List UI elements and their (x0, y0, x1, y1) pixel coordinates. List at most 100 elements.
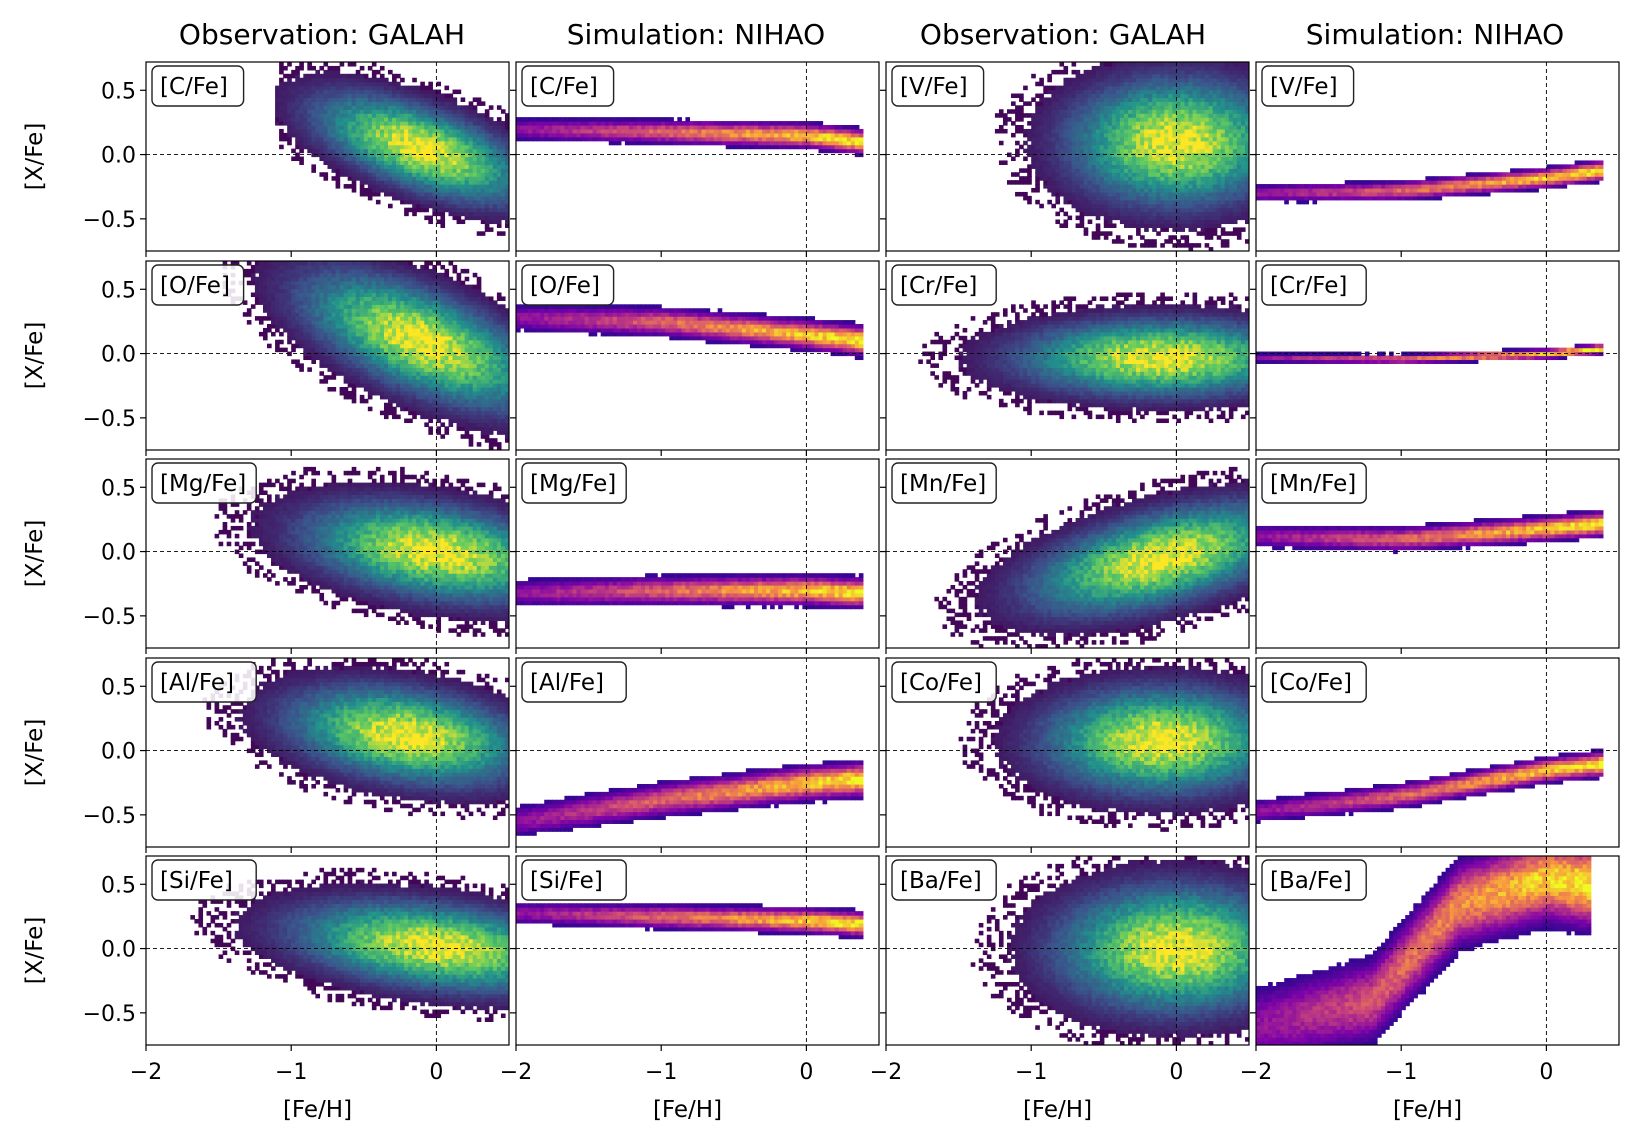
panel-label-text: [V/Fe] (1270, 74, 1338, 100)
panel-label-text: [Ba/Fe] (900, 868, 982, 894)
heatmap-cells (202, 658, 509, 821)
x-tick-label: 0 (799, 1060, 813, 1085)
panel-label: [Si/Fe] (151, 859, 257, 901)
axis-labels: 0.5 0.0 −0.5 [X/Fe] 0.5 0.0 −0.5 [X/Fe] 0.5 0.0 −0… (22, 79, 1553, 1123)
panel-label: [Si/Fe] (521, 859, 627, 901)
panel-galah: [C/Fe] (140, 61, 510, 257)
x-tick-label: −1 (645, 1060, 677, 1085)
heatmap-cells (1256, 748, 1604, 824)
panel-frame (1255, 657, 1620, 848)
y-axis-label: [X/Fe] (22, 123, 48, 191)
panel-label: [Ba/Fe] (1261, 859, 1367, 901)
panel-frame (515, 61, 880, 252)
heatmap-cells (222, 261, 509, 450)
panel-frame (145, 458, 510, 649)
panel-label-text: [C/Fe] (530, 74, 598, 100)
panel-frame (1255, 855, 1620, 1046)
panel-label: [Cr/Fe] (1261, 264, 1367, 306)
x-tick-label: 0 (1169, 1060, 1183, 1085)
panel-label-text: [Mg/Fe] (530, 471, 616, 497)
heatmap-cells (958, 658, 1249, 832)
panel-frame (145, 260, 510, 451)
y-tick-label: 0.5 (101, 873, 136, 898)
panel-nihao: [Co/Fe] (1250, 657, 1620, 853)
y-tick-label: 0.5 (101, 476, 136, 501)
panel-frame (515, 855, 880, 1046)
y-axis-label: [X/Fe] (22, 520, 48, 588)
heatmap-cells (275, 62, 509, 236)
y-tick-label: −0.5 (83, 1002, 136, 1027)
panel-galah: [Co/Fe] (880, 657, 1250, 853)
panel-label-text: [Cr/Fe] (1270, 273, 1347, 299)
x-axis-label: [Fe/H] (1023, 1097, 1092, 1123)
panel-label-text: [Ba/Fe] (1270, 868, 1352, 894)
panel-label-text: [Co/Fe] (1270, 670, 1352, 696)
panel-label-text: [Co/Fe] (900, 670, 982, 696)
panel-label: [V/Fe] (891, 65, 985, 107)
heatmap-cells (190, 867, 509, 1022)
panel-nihao: [Mn/Fe] (1250, 458, 1620, 654)
y-tick-label: −0.5 (83, 208, 136, 233)
panel-nihao: [C/Fe] (510, 61, 880, 257)
heatmap-cells (1256, 160, 1604, 205)
panel-label: [Mg/Fe] (151, 462, 257, 504)
panel-label: [Cr/Fe] (891, 264, 997, 306)
heatmap-cells (970, 856, 1249, 1045)
y-tick-label: 0.0 (101, 144, 136, 169)
heatmap-cells (994, 62, 1249, 251)
panel-nihao: [Cr/Fe] (1250, 260, 1620, 456)
panel-nihao: [O/Fe] (510, 260, 880, 456)
panel-galah: [O/Fe] (140, 260, 510, 456)
heatmap-cells (516, 573, 864, 610)
panel-frame (885, 458, 1250, 649)
panel-galah: [Si/Fe] (140, 855, 510, 1051)
panel-galah: [Mg/Fe] (140, 458, 510, 654)
panel-frame (145, 855, 510, 1046)
panel-label: [Mn/Fe] (891, 462, 997, 504)
panel-label: [Mg/Fe] (521, 462, 627, 504)
column-title: Observation: GALAH (179, 18, 465, 51)
x-axis-label: [Fe/H] (1393, 1097, 1462, 1123)
y-tick-label: 0.5 (101, 79, 136, 104)
panel-label-text: [Mn/Fe] (900, 471, 986, 497)
panel-nihao: [Al/Fe] (510, 657, 880, 853)
panel-label: [Mn/Fe] (1261, 462, 1367, 504)
x-tick-label: 0 (429, 1060, 443, 1085)
panel-label: [V/Fe] (1261, 65, 1355, 107)
x-tick-label: 0 (1539, 1060, 1553, 1085)
y-tick-label: −0.5 (83, 804, 136, 829)
heatmap-cells (1256, 856, 1592, 1045)
panel-frame (515, 260, 880, 451)
panel-frame (885, 61, 1250, 252)
y-tick-label: −0.5 (83, 605, 136, 630)
panel-frame (1255, 61, 1620, 252)
panel-label-text: [Si/Fe] (530, 868, 603, 894)
panel-galah: [Al/Fe] (140, 657, 510, 853)
x-tick-label: −2 (870, 1060, 902, 1085)
heatmap-cells (516, 304, 864, 361)
panel-galah: [Mn/Fe] (880, 458, 1250, 654)
y-tick-label: 0.0 (101, 938, 136, 963)
panel-label-text: [C/Fe] (160, 74, 228, 100)
panel-nihao: [V/Fe] (1250, 61, 1620, 257)
panel-label-text: [Cr/Fe] (900, 273, 977, 299)
panel-galah: [Ba/Fe] (880, 855, 1250, 1051)
panel-frame (145, 657, 510, 848)
heatmap-cells (516, 760, 864, 836)
panel-label-text: [O/Fe] (530, 273, 600, 299)
y-axis-label: [X/Fe] (22, 917, 48, 985)
panel-frame (515, 657, 880, 848)
panel-label: [Co/Fe] (891, 661, 997, 703)
x-tick-label: −1 (1015, 1060, 1047, 1085)
x-tick-label: −1 (275, 1060, 307, 1085)
x-axis-label: [Fe/H] (283, 1097, 352, 1123)
panel-label: [O/Fe] (521, 264, 615, 306)
panel-label-text: [Al/Fe] (160, 670, 234, 696)
panel-label-text: [Mg/Fe] (160, 471, 246, 497)
heatmap-cells (918, 292, 1249, 424)
panel-nihao: [Ba/Fe] (1250, 855, 1620, 1051)
heatmap-cells (516, 117, 864, 158)
y-tick-label: 0.0 (101, 541, 136, 566)
column-title: Simulation: NIHAO (1306, 18, 1564, 51)
panel-galah: [Cr/Fe] (880, 260, 1250, 456)
